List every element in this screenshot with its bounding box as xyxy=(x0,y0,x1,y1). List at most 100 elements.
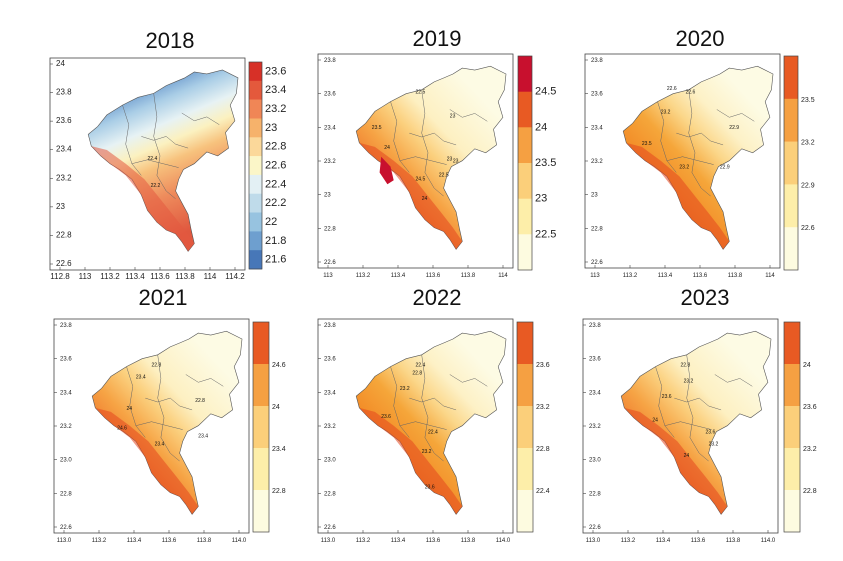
y-tick-label: 23.8 xyxy=(60,323,72,329)
isoline-label: 23.2 xyxy=(422,449,432,455)
isoline-label: 22.2 xyxy=(151,183,161,189)
colorbar-frame xyxy=(517,55,533,271)
isoline-label: 23.6 xyxy=(662,394,672,400)
isoline-label: 22.4 xyxy=(148,156,158,162)
colorbar-label: 23 xyxy=(535,193,547,205)
isoline-label: 22.6 xyxy=(667,86,677,92)
colorbar-swatch xyxy=(518,234,532,271)
x-tick-label: 113.2 xyxy=(356,538,371,544)
x-tick-label: 113 xyxy=(323,273,333,279)
isoline-label: 24 xyxy=(684,453,690,459)
colorbar-label: 22.8 xyxy=(803,488,817,495)
colorbar-label: 24 xyxy=(535,121,547,133)
x-tick-label: 113.2 xyxy=(356,273,371,279)
isoline-label: 22.4 xyxy=(416,363,426,369)
isoline-label: 23.5 xyxy=(372,125,382,131)
district-boundary xyxy=(424,437,444,462)
y-tick-label: 23.4 xyxy=(589,390,601,396)
y-tick-label: 22.8 xyxy=(589,491,601,497)
isoline-label: 24.5 xyxy=(416,176,426,182)
district-boundary xyxy=(160,437,180,462)
district-boundary xyxy=(145,397,193,411)
colorbar-frame xyxy=(248,61,263,270)
y-tick-label: 22.8 xyxy=(591,226,603,232)
district-boundary xyxy=(181,112,220,125)
colorbar-label: 23.5 xyxy=(535,157,556,169)
isoline-label: 23.2 xyxy=(679,165,689,171)
x-tick-label: 113.2 xyxy=(621,538,636,544)
district-boundary xyxy=(689,437,709,462)
colorbar-label: 23.2 xyxy=(536,404,550,411)
x-tick-label: 114.0 xyxy=(761,538,776,544)
isoline-label: 23.4 xyxy=(155,441,165,447)
colorbar-label: 22.2 xyxy=(265,197,286,209)
colorbar-label: 23.2 xyxy=(803,446,817,453)
y-tick-label: 23 xyxy=(591,193,598,199)
colorbar-swatch xyxy=(784,184,798,228)
colorbar-label: 22.6 xyxy=(265,160,286,172)
isoline-label: 22.9 xyxy=(720,165,730,171)
colorbar-label: 23.4 xyxy=(265,84,286,96)
warm-band xyxy=(626,142,730,250)
y-tick-label: 22.8 xyxy=(324,491,336,497)
map-panel-2023: 2023 22.8 23.2 23.6 24 23.6 24 23.2 113.0 113.2 11… xyxy=(582,285,817,544)
colorbar-swatch xyxy=(518,163,532,199)
colorbar-swatch xyxy=(249,250,262,270)
isoline-label: 23.2 xyxy=(684,378,694,384)
map-panel-2022: 2022 22.4 22.8 23.2 23.6 22.4 23.2 23.6 113.0 113… xyxy=(317,285,550,544)
colorbar-label: 24.6 xyxy=(272,362,286,369)
colorbar-label: 22.6 xyxy=(801,225,815,232)
isoline-label: 22.5 xyxy=(439,172,449,178)
x-tick-label: 113.4 xyxy=(125,272,145,281)
x-tick-label: 114 xyxy=(204,272,217,281)
colorbar-swatch xyxy=(253,322,269,365)
district-boundary xyxy=(424,172,444,197)
colorbar-swatch xyxy=(249,80,262,100)
colorbar-swatch xyxy=(517,448,533,491)
y-tick-label: 23.2 xyxy=(56,173,72,182)
isoline-label: 24.6 xyxy=(117,426,127,432)
district-boundary xyxy=(674,397,722,411)
colorbar-swatch xyxy=(249,62,262,82)
x-tick-label: 113.8 xyxy=(461,273,476,279)
warm-band xyxy=(91,146,195,252)
y-tick-label: 23.2 xyxy=(60,424,72,430)
colorbar-swatch xyxy=(784,406,800,449)
warm-band xyxy=(95,407,199,515)
y-tick-label: 22.8 xyxy=(324,226,336,232)
colorbar-swatch xyxy=(518,56,532,92)
x-tick-label: 113.6 xyxy=(162,538,177,544)
x-tick-label: 113 xyxy=(590,273,600,279)
district-boundary xyxy=(157,354,165,438)
district-boundary xyxy=(449,109,488,122)
colorbar-swatch xyxy=(784,141,798,185)
y-tick-label: 23.8 xyxy=(591,58,603,64)
x-tick-label: 113.8 xyxy=(728,273,743,279)
isoline-label: 24 xyxy=(652,418,658,424)
colorbar-label: 23.4 xyxy=(272,446,286,453)
colorbar-swatch xyxy=(249,174,262,194)
panel-title: 2019 xyxy=(413,26,462,51)
district-boundary xyxy=(449,374,488,387)
x-tick-label: 113.2 xyxy=(100,272,120,281)
colorbar-swatch xyxy=(253,448,269,491)
colorbar-swatch xyxy=(517,490,533,533)
map-panel-2020: 2020 22.6 22.6 23.2 22.9 23.5 23.2 22.9 113 113.2… xyxy=(584,26,815,279)
panel-title: 2021 xyxy=(139,285,188,310)
colorbar-swatch xyxy=(784,98,798,142)
colorbar-label: 21.6 xyxy=(265,254,286,266)
district-boundary xyxy=(691,172,711,197)
isoline-label: 22.8 xyxy=(195,398,205,404)
colorbar-frame xyxy=(516,321,534,533)
y-tick-label: 22.6 xyxy=(324,525,336,531)
isoline-label: 23.4 xyxy=(198,434,208,440)
x-tick-label: 112.8 xyxy=(50,272,70,281)
colorbar-frame xyxy=(783,55,799,271)
y-tick-label: 23.6 xyxy=(56,116,72,125)
district-boundary xyxy=(390,101,410,173)
y-tick-label: 23.6 xyxy=(324,92,336,98)
isoline-label: 23.2 xyxy=(709,441,719,447)
colorbar-swatch xyxy=(253,364,269,407)
isoline-label: 23.4 xyxy=(136,374,146,380)
colorbar-swatch xyxy=(517,322,533,365)
